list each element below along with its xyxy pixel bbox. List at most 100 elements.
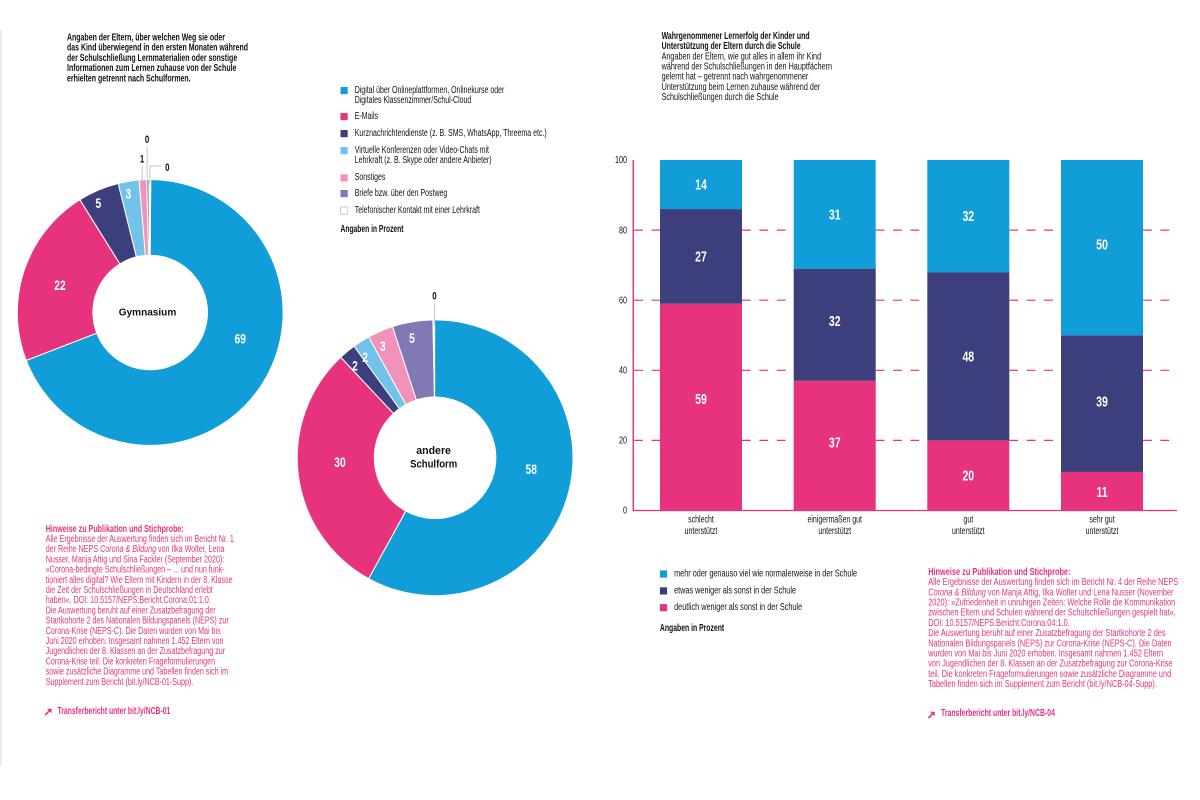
svg-text:Angaben der Eltern, über welch: Angaben der Eltern, über welchen Weg sie… <box>67 33 225 44</box>
svg-text:100: 100 <box>615 155 627 166</box>
svg-text:Nusser, Manja Attig und Sina F: Nusser, Manja Attig und Sina Fackler (Se… <box>46 554 225 565</box>
svg-text:das Kind überwiegend in den er: das Kind überwiegend in den ersten Monat… <box>67 43 248 54</box>
svg-text:haben«, DOI: 10.5157/NEPS:Beri: haben«, DOI: 10.5157/NEPS:Bericht:Corona… <box>46 595 211 606</box>
svg-text:gelernt hat – getrennt nach wa: gelernt hat – getrennt nach wahrgenommen… <box>662 72 809 83</box>
svg-text:50: 50 <box>1096 237 1108 253</box>
svg-text:Jugendlichen der 8. Klassen an: Jugendlichen der 8. Klassen an der Zusat… <box>46 646 226 657</box>
svg-text:Transferbericht unter bit.ly/N: Transferbericht unter bit.ly/NCB-04 <box>941 708 1055 719</box>
svg-text:2: 2 <box>352 358 358 374</box>
svg-text:1: 1 <box>140 154 144 166</box>
svg-text:0: 0 <box>432 291 436 303</box>
svg-text:mehr oder genauso viel wie nor: mehr oder genauso viel wie normalerweise… <box>674 569 857 580</box>
svg-text:unterstützt: unterstützt <box>1086 526 1119 537</box>
svg-text:Digitales Klassenzimmer/Schul-: Digitales Klassenzimmer/Schul-Cloud <box>355 95 472 106</box>
svg-text:Kurznachrichtendienste (z. B.: Kurznachrichtendienste (z. B. SMS, Whats… <box>355 128 547 139</box>
svg-text:69: 69 <box>235 331 247 347</box>
svg-text:unterstützt: unterstützt <box>952 526 985 537</box>
svg-text:Nationalen Bildungspanels (NEP: Nationalen Bildungspanels (NEPS) zur Cor… <box>928 638 1171 649</box>
svg-text:5: 5 <box>96 195 102 211</box>
svg-text:48: 48 <box>962 349 974 365</box>
svg-text:3: 3 <box>126 186 132 202</box>
svg-text:59: 59 <box>695 392 707 408</box>
svg-text:37: 37 <box>829 435 841 451</box>
svg-text:20: 20 <box>619 436 627 447</box>
svg-text:Gymnasium: Gymnasium <box>119 306 177 318</box>
svg-text:Transferbericht unter bit.ly/N: Transferbericht unter bit.ly/NCB-01 <box>58 706 171 717</box>
svg-text:60: 60 <box>619 295 627 306</box>
svg-text:Angaben in Prozent: Angaben in Prozent <box>341 224 404 235</box>
svg-text:tioniert alles digital? Wie El: tioniert alles digital? Wie Eltern mit K… <box>46 575 233 586</box>
svg-text:von Manja Attig, Ilka Wolter u: von Manja Attig, Ilka Wolter und Lena Nu… <box>988 587 1174 598</box>
svg-text:22: 22 <box>54 277 66 293</box>
svg-text:0: 0 <box>145 134 149 146</box>
svg-text:14: 14 <box>695 178 707 194</box>
svg-text:Alle Ergebnisse der Auswertung: Alle Ergebnisse der Auswertung finden si… <box>46 534 234 545</box>
svg-text:Die Auswertung beruht auf eine: Die Auswertung beruht auf einer Zusatzbe… <box>46 605 216 616</box>
svg-text:Hinweise zu Publikation und St: Hinweise zu Publikation und Stichprobe: <box>928 567 1070 578</box>
svg-text:2: 2 <box>362 349 368 365</box>
svg-text:40: 40 <box>619 366 627 377</box>
svg-text:Virtuelle Konferenzen oder Vid: Virtuelle Konferenzen oder Video-Chats m… <box>355 145 489 156</box>
svg-text:Juni 2020 erhoben. Insgesamt n: Juni 2020 erhoben. Insgesamt nahmen 1.45… <box>46 636 224 647</box>
svg-text:27: 27 <box>695 250 707 266</box>
svg-text:Schulschließungen durch die Sc: Schulschließungen durch die Schule <box>662 92 779 103</box>
svg-text:Angaben der Eltern, wie gut al: Angaben der Eltern, wie gut alles in all… <box>662 51 822 62</box>
svg-text:Corona-Krise (NEPS-C). Die Dat: Corona-Krise (NEPS-C). Die Daten wurden … <box>46 626 221 637</box>
svg-text:gut: gut <box>963 515 973 526</box>
svg-text:sehr gut: sehr gut <box>1089 515 1114 526</box>
svg-text:Alle Ergebnisse der Auswertung: Alle Ergebnisse der Auswertung finden si… <box>928 577 1178 588</box>
svg-text:20: 20 <box>962 469 974 485</box>
svg-text:Startkohorte 2 des Nationalen: Startkohorte 2 des Nationalen Bildungspa… <box>46 616 229 627</box>
svg-text:etwas weniger als sonst in der: etwas weniger als sonst in der Schule <box>674 585 796 596</box>
svg-text:Tabellen finden sich im Supple: Tabellen finden sich im Supplement zum B… <box>928 679 1157 690</box>
svg-text:Unterstützung beim Lernen zuha: Unterstützung beim Lernen zuhause währen… <box>662 82 821 93</box>
svg-text:5: 5 <box>409 330 415 346</box>
svg-text:deutlich weniger als sonst in: deutlich weniger als sonst in der Schule <box>674 602 802 613</box>
svg-text:»Corona-bedingte Schulschließu: »Corona-bedingte Schulschließungen – ...… <box>46 565 225 576</box>
svg-text:unterstützt: unterstützt <box>818 526 851 537</box>
svg-text:andere: andere <box>416 445 451 457</box>
svg-text:Unterstützung der Eltern durch: Unterstützung der Eltern durch die Schul… <box>662 41 801 52</box>
svg-text:zwischen Eltern und Schulen wä: zwischen Eltern und Schulen während der … <box>928 608 1176 619</box>
svg-text:80: 80 <box>619 225 627 236</box>
svg-text:die Zeit der Schulschließungen: die Zeit der Schulschließungen in Deutsc… <box>46 585 213 596</box>
svg-text:wurden von Mai bis Juni 2020 e: wurden von Mai bis Juni 2020 erhoben. In… <box>927 649 1163 660</box>
svg-text:der Schulschließung Lernmateri: der Schulschließung Lernmaterialien oder… <box>67 53 238 64</box>
svg-text:Digital über Onlineplattformen: Digital über Onlineplattformen, Onlineku… <box>355 85 505 96</box>
svg-text:von Ilka Wolter, Lena: von Ilka Wolter, Lena <box>158 544 225 555</box>
svg-text:sowie zusätzliche Diagramme un: sowie zusätzliche Diagramme und Tabellen… <box>46 667 228 678</box>
svg-text:Telefonischer Kontakt mit eine: Telefonischer Kontakt mit einer Lehrkraf… <box>355 205 480 216</box>
svg-text:58: 58 <box>526 461 538 477</box>
svg-text:schlecht: schlecht <box>688 515 714 526</box>
svg-text:Sonstiges: Sonstiges <box>355 172 386 183</box>
svg-text:Briefe bzw. über den Postweg: Briefe bzw. über den Postweg <box>355 188 448 199</box>
svg-text:von Jugendlichen der 8. Klasse: von Jugendlichen der 8. Klassen an der Z… <box>928 659 1173 670</box>
svg-text:Informationen zum Lernen zuhau: Informationen zum Lernen zuhause von der… <box>67 63 237 74</box>
svg-text:der Reihe NEPS: der Reihe NEPS <box>46 544 99 555</box>
svg-text:32: 32 <box>829 314 841 330</box>
svg-text:E-Mails: E-Mails <box>355 111 378 122</box>
svg-text:teil. Die konkreten Frageformu: teil. Die konkreten Frageformulierungen … <box>928 669 1171 680</box>
svg-text:erhielten getrennt nach Schulf: erhielten getrennt nach Schulformen. <box>67 73 191 84</box>
svg-text:0: 0 <box>165 162 169 174</box>
svg-text:während der Schulschließungen: während der Schulschließungen in den Hau… <box>661 62 832 73</box>
svg-text:0: 0 <box>623 506 627 517</box>
svg-text:Die Auswertung beruht auf eine: Die Auswertung beruht auf einer Zusatzbe… <box>928 628 1165 639</box>
svg-text:Hinweise zu Publikation und St: Hinweise zu Publikation und Stichprobe: <box>46 524 184 535</box>
svg-text:Schulform: Schulform <box>410 458 457 470</box>
svg-text:Corona-Krise teil. Die konkret: Corona-Krise teil. Die konkreten Fragefo… <box>46 656 215 667</box>
svg-text:30: 30 <box>334 454 346 470</box>
svg-text:3: 3 <box>380 338 386 354</box>
svg-text:DOI: 10.5157/NEPS:Bericht:Coro: DOI: 10.5157/NEPS:Bericht:Corona:04:1.0. <box>928 618 1070 629</box>
svg-text:unterstützt: unterstützt <box>685 526 718 537</box>
svg-text:Wahrgenommener Lernerfolg der: Wahrgenommener Lernerfolg der Kinder und <box>662 31 810 42</box>
svg-text:32: 32 <box>962 209 974 225</box>
svg-text:Corona & Bildung: Corona & Bildung <box>100 544 156 555</box>
svg-text:39: 39 <box>1096 394 1108 410</box>
svg-text:Angaben in Prozent: Angaben in Prozent <box>660 623 725 634</box>
svg-text:2020): »Zufriedenheit in unruh: 2020): »Zufriedenheit in unruhigen Zeite… <box>928 598 1175 609</box>
svg-text:Lehrkraft (z. B. Skype oder an: Lehrkraft (z. B. Skype oder andere Anbie… <box>355 155 492 166</box>
svg-text:31: 31 <box>829 207 841 223</box>
svg-text:11: 11 <box>1096 485 1107 501</box>
svg-text:einigermaßen gut: einigermaßen gut <box>807 515 862 526</box>
